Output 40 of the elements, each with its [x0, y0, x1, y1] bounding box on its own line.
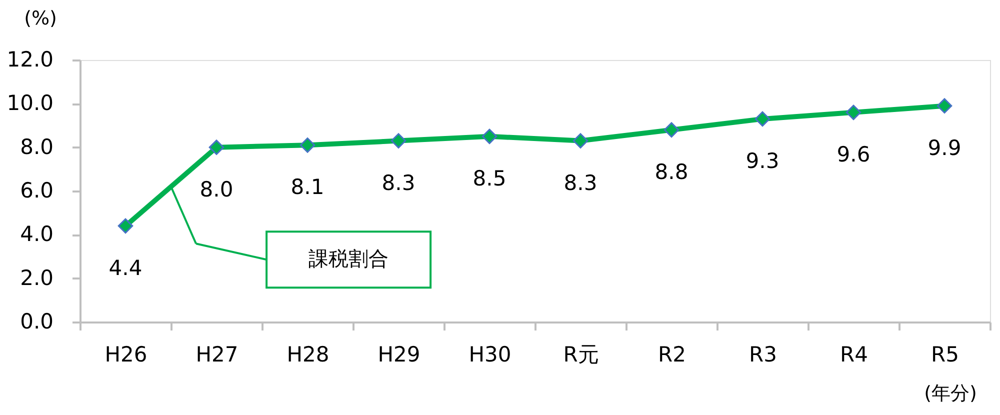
y-tick-label: 2.0 — [20, 266, 54, 290]
x-tick-label: H27 — [196, 342, 238, 366]
y-tick-label: 6.0 — [20, 178, 54, 202]
point — [754, 111, 770, 127]
y-tick-label: 10.0 — [6, 91, 54, 116]
data-label: 8.0 — [200, 177, 234, 202]
y-tick-label: 4.0 — [20, 222, 54, 246]
x-tick-label: H28 — [286, 342, 330, 366]
x-tick-label: H26 — [104, 342, 148, 366]
point — [390, 133, 406, 148]
x-tick-label: R5 — [931, 342, 959, 366]
x-tick-label: R3 — [749, 342, 777, 366]
x-tick-label: H30 — [468, 342, 512, 366]
point — [664, 122, 680, 138]
y-tick-label: 0.0 — [20, 310, 54, 334]
y-tick-label: 8.0 — [20, 134, 54, 159]
data-label: 8.1 — [290, 175, 324, 200]
legend-label: 課税割合 — [308, 246, 389, 271]
x-tick-label: H29 — [378, 342, 420, 366]
point — [572, 133, 588, 148]
point — [936, 98, 952, 114]
data-label: 8.3 — [564, 170, 598, 195]
x-tick-label: R元 — [563, 342, 599, 366]
data-label: 8.5 — [472, 166, 506, 190]
data-label: 9.9 — [928, 136, 962, 160]
point — [118, 218, 134, 234]
data-label: 9.6 — [836, 142, 870, 166]
data-label: 4.4 — [108, 256, 142, 280]
x-tick-label: R4 — [840, 342, 868, 366]
x-axis-title: (年分) — [924, 382, 977, 404]
data-label: 9.3 — [746, 148, 780, 173]
point — [846, 104, 862, 120]
point — [208, 140, 224, 155]
point — [482, 128, 498, 144]
y-tick-label: 12.0 — [6, 48, 54, 72]
y-axis-title: (%) — [24, 8, 57, 30]
point — [300, 138, 316, 153]
data-label: 8.3 — [382, 170, 416, 195]
data-label: 8.8 — [654, 160, 688, 184]
x-tick-label: R2 — [658, 342, 686, 366]
